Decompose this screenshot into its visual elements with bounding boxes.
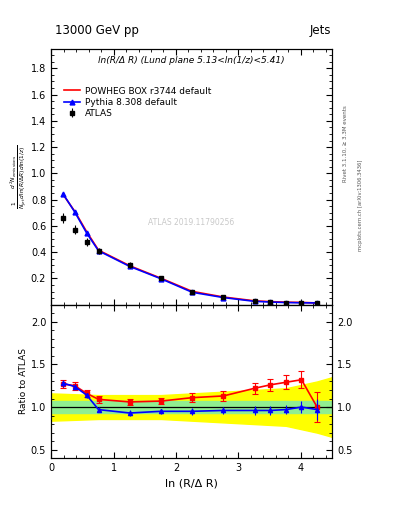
Text: Jets: Jets <box>310 25 331 37</box>
Pythia 8.308 default <box>61 190 65 197</box>
Pythia 8.308 default <box>190 289 195 295</box>
POWHEG BOX r3744 default <box>96 247 101 253</box>
Text: 13000 GeV pp: 13000 GeV pp <box>55 25 139 37</box>
Line: Pythia 8.308 default: Pythia 8.308 default <box>61 191 320 305</box>
Pythia 8.308 default <box>221 294 226 301</box>
POWHEG BOX r3744 default <box>127 263 132 269</box>
Text: ln(R/Δ R) (Lund plane 5.13<ln(1/z)<5.41): ln(R/Δ R) (Lund plane 5.13<ln(1/z)<5.41) <box>98 56 285 66</box>
Pythia 8.308 default <box>268 299 273 305</box>
POWHEG BOX r3744 default <box>252 298 257 304</box>
POWHEG BOX r3744 default <box>315 300 320 306</box>
Pythia 8.308 default <box>84 230 89 236</box>
POWHEG BOX r3744 default <box>268 298 273 305</box>
Y-axis label: Ratio to ATLAS: Ratio to ATLAS <box>19 349 28 414</box>
Pythia 8.308 default <box>283 300 288 306</box>
POWHEG BOX r3744 default <box>190 288 195 294</box>
POWHEG BOX r3744 default <box>84 229 89 235</box>
Pythia 8.308 default <box>96 248 101 254</box>
Pythia 8.308 default <box>159 275 163 282</box>
Legend: POWHEG BOX r3744 default, Pythia 8.308 default, ATLAS: POWHEG BOX r3744 default, Pythia 8.308 d… <box>61 84 214 121</box>
Line: POWHEG BOX r3744 default: POWHEG BOX r3744 default <box>63 195 317 303</box>
Y-axis label: $\frac{1}{N_{jet}}\frac{d^2 N_{emissions}}{d\ln(R/\Delta R)\,d\ln(1/z)}$: $\frac{1}{N_{jet}}\frac{d^2 N_{emissions… <box>9 144 29 209</box>
POWHEG BOX r3744 default <box>299 300 304 306</box>
X-axis label: ln (R/Δ R): ln (R/Δ R) <box>165 479 218 488</box>
Pythia 8.308 default <box>299 300 304 306</box>
Pythia 8.308 default <box>127 263 132 269</box>
POWHEG BOX r3744 default <box>221 294 226 300</box>
Pythia 8.308 default <box>72 209 77 215</box>
Text: ATLAS 2019.11790256: ATLAS 2019.11790256 <box>149 218 235 227</box>
POWHEG BOX r3744 default <box>61 191 65 198</box>
Pythia 8.308 default <box>252 298 257 305</box>
Text: Rivet 3.1.10, ≥ 3.3M events: Rivet 3.1.10, ≥ 3.3M events <box>343 105 348 182</box>
Text: mcplots.cern.ch [arXiv:1306.3436]: mcplots.cern.ch [arXiv:1306.3436] <box>358 159 363 250</box>
POWHEG BOX r3744 default <box>72 208 77 215</box>
POWHEG BOX r3744 default <box>283 299 288 305</box>
POWHEG BOX r3744 default <box>159 275 163 281</box>
Pythia 8.308 default <box>315 300 320 306</box>
